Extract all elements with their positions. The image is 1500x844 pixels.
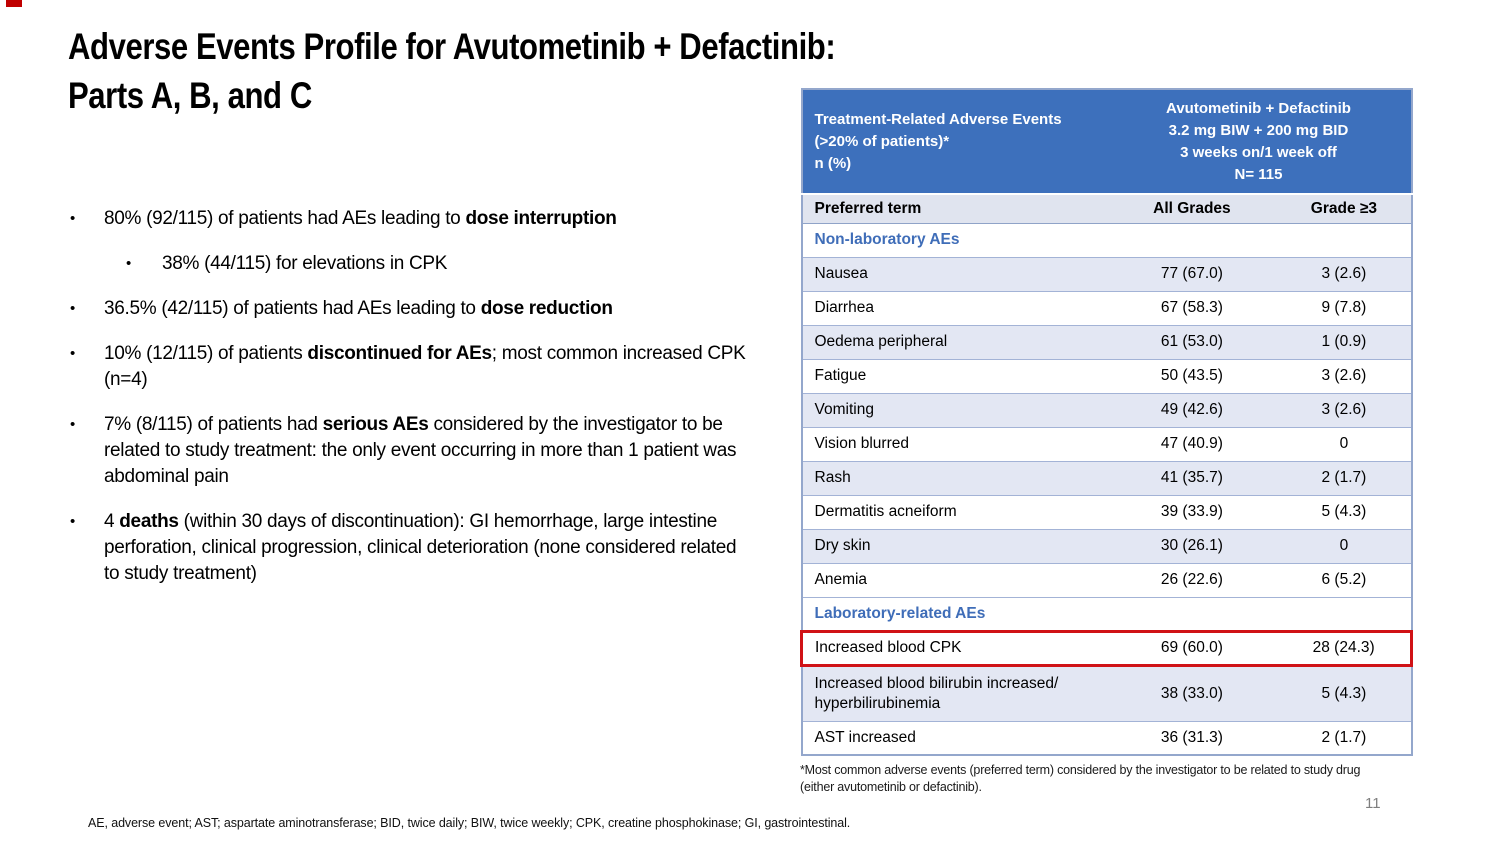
page-number: 11 <box>1365 795 1381 812</box>
column-preferred-term: Preferred term <box>814 199 922 217</box>
ae-table-container: Treatment-Related Adverse Events (>20% o… <box>800 88 1414 796</box>
column-all-grades: All Grades <box>1153 199 1231 217</box>
table-row-fatigue: Fatigue 50 (43.5) 3 (2.6) <box>801 359 1412 393</box>
table-row-dermatitis-acneiform: Dermatitis acneiform 39 (33.9) 5 (4.3) <box>801 495 1412 529</box>
table-header-row: Treatment-Related Adverse Events (>20% o… <box>801 89 1412 194</box>
table-row-bilirubin: Increased blood bilirubin increased/ hyp… <box>801 665 1412 721</box>
bullet-icon: • <box>70 416 75 433</box>
table-row-ast-increased: AST increased 36 (31.3) 2 (1.7) <box>801 721 1412 755</box>
adverse-events-table: Treatment-Related Adverse Events (>20% o… <box>800 88 1414 756</box>
bullet-text: 10% (12/115) of patients discontinued fo… <box>104 343 746 390</box>
table-row-vomiting: Vomiting 49 (42.6) 3 (2.6) <box>801 393 1412 427</box>
corner-logo-fragment <box>6 0 22 7</box>
bullet-text: 80% (92/115) of patients had AEs leading… <box>104 208 617 229</box>
table-row-rash: Rash 41 (35.7) 2 (1.7) <box>801 461 1412 495</box>
bullet-icon: • <box>70 300 75 317</box>
bullet-icon: • <box>70 513 75 530</box>
abbreviations-footnote: AE, adverse event; AST; aspartate aminot… <box>88 816 851 830</box>
table-row-oedema-peripheral: Oedema peripheral 61 (53.0) 1 (0.9) <box>801 325 1412 359</box>
bullet-text: 36.5% (42/115) of patients had AEs leadi… <box>104 298 613 319</box>
table-row-anemia: Anemia 26 (22.6) 6 (5.2) <box>801 563 1412 597</box>
bullet-icon: • <box>70 345 75 362</box>
bullet-serious-aes: • 7% (8/115) of patients had serious AEs… <box>68 412 746 490</box>
bullet-dose-interruption: • 80% (92/115) of patients had AEs leadi… <box>68 206 746 232</box>
table-row-vision-blurred: Vision blurred 47 (40.9) 0 <box>801 427 1412 461</box>
bullet-list: • 80% (92/115) of patients had AEs leadi… <box>68 206 746 606</box>
bullet-icon: • <box>126 255 131 272</box>
bullet-text: 38% (44/115) for elevations in CPK <box>162 253 448 274</box>
table-header-left: Treatment-Related Adverse Events (>20% o… <box>814 110 1062 172</box>
section-laboratory-related: Laboratory-related AEs <box>801 597 1412 631</box>
bullet-cpk-elevations: • 38% (44/115) for elevations in CPK <box>68 251 746 277</box>
bullet-discontinued: • 10% (12/115) of patients discontinued … <box>68 341 746 393</box>
bullet-text: 7% (8/115) of patients had serious AEs c… <box>104 414 737 487</box>
table-row-nausea: Nausea 77 (67.0) 3 (2.6) <box>801 257 1412 291</box>
table-footnote: *Most common adverse events (preferred t… <box>800 763 1361 794</box>
table-row-diarrhea: Diarrhea 67 (58.3) 9 (7.8) <box>801 291 1412 325</box>
table-header-right: Avutometinib + Defactinib 3.2 mg BIW + 2… <box>1166 99 1351 183</box>
bullet-icon: • <box>70 210 75 227</box>
table-subheader-row: Preferred term All Grades Grade ≥3 <box>801 194 1412 223</box>
bullet-dose-reduction: • 36.5% (42/115) of patients had AEs lea… <box>68 296 746 322</box>
column-grade-3: Grade ≥3 <box>1310 199 1378 217</box>
table-row-dry-skin: Dry skin 30 (26.1) 0 <box>801 529 1412 563</box>
bullet-text: 4 deaths (within 30 days of discontinuat… <box>104 511 737 584</box>
section-non-laboratory: Non-laboratory AEs <box>801 223 1412 257</box>
slide-title: Adverse Events Profile for Avutometinib … <box>68 26 836 116</box>
bullet-deaths: • 4 deaths (within 30 days of discontinu… <box>68 509 746 587</box>
table-row-increased-blood-cpk-highlighted: Increased blood CPK 69 (60.0) 28 (24.3) <box>800 629 1414 667</box>
